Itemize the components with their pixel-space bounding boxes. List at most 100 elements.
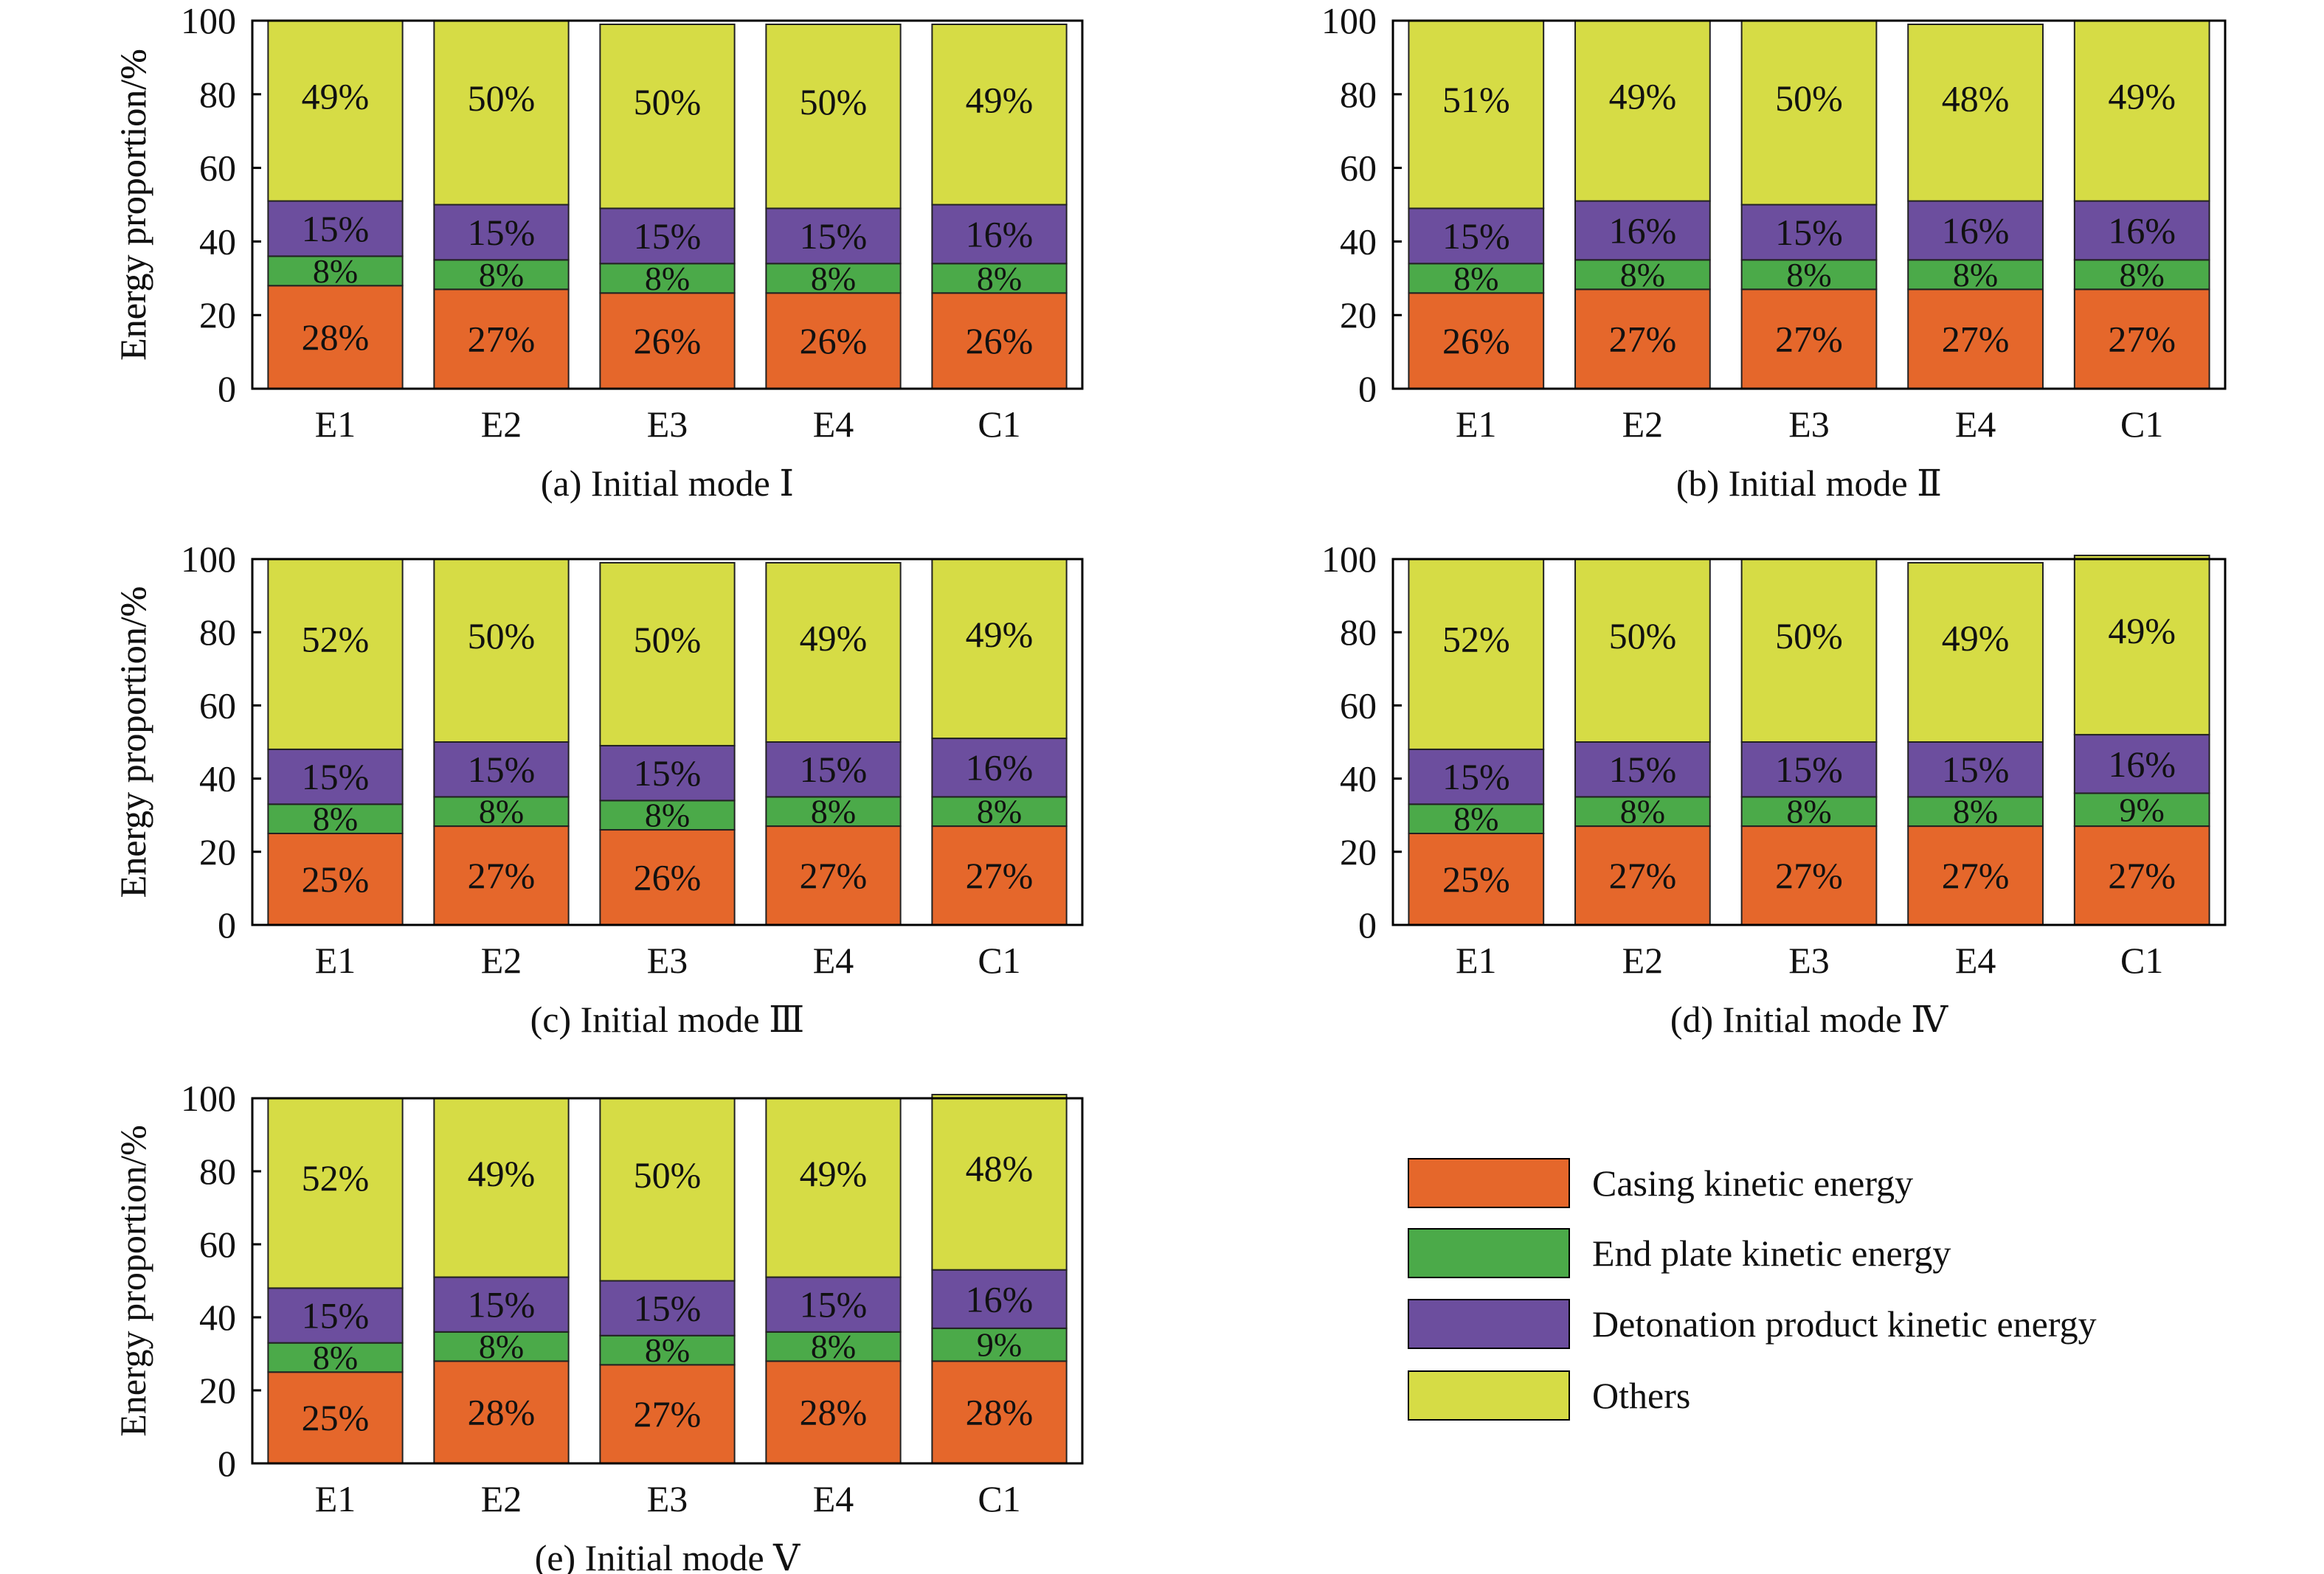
bar-detonation-e4 <box>1907 741 2044 798</box>
legend-swatch-detonation <box>1408 1299 1570 1349</box>
bar-detonation-c1 <box>2073 200 2210 261</box>
bar-others-e3 <box>1740 20 1878 206</box>
data-label-detonation-e3: 15% <box>1775 212 1843 253</box>
data-label-casing-e4: 26% <box>800 320 868 361</box>
data-label-casing-e1: 28% <box>302 316 370 358</box>
chart-panels: 28%8%15%49%E127%8%15%50%E226%8%15%50%E32… <box>112 0 2227 1574</box>
data-label-others-e1: 51% <box>1442 79 1510 120</box>
bar-detonation-e3 <box>1740 741 1878 798</box>
x-tick-label-e1: E1 <box>315 1478 356 1519</box>
data-label-casing-e3: 26% <box>634 320 702 361</box>
bar-others-e3 <box>599 23 736 209</box>
y-tick-label-80: 80 <box>1340 611 1377 653</box>
chart-panel-a: 28%8%15%49%E127%8%15%50%E226%8%15%50%E32… <box>112 0 1084 504</box>
data-label-casing-e4: 27% <box>1942 319 2010 360</box>
data-label-others-c1: 48% <box>966 1148 1034 1189</box>
bar-casing-e1 <box>267 285 404 389</box>
bar-casing-e4 <box>765 292 902 390</box>
data-label-end-plate-c1: 8% <box>977 260 1022 297</box>
bar-others-e2 <box>433 20 570 206</box>
bar-others-c1 <box>2073 20 2210 202</box>
y-tick-label-40: 40 <box>1340 758 1377 800</box>
data-label-others-e1: 52% <box>302 618 370 659</box>
bar-casing-e3 <box>1740 825 1878 926</box>
bar-end-plate-e3 <box>1740 259 1878 291</box>
data-label-end-plate-e1: 8% <box>313 252 358 290</box>
x-tick-label-e4: E4 <box>1955 940 1996 981</box>
bar-casing-e1 <box>1408 292 1545 390</box>
x-tick-label-e4: E4 <box>813 1478 854 1519</box>
data-label-detonation-c1: 16% <box>2108 743 2176 785</box>
x-tick-label-e2: E2 <box>1622 403 1664 445</box>
y-tick-label-60: 60 <box>1340 684 1377 726</box>
data-label-detonation-e2: 15% <box>1609 749 1677 790</box>
data-label-others-e1: 49% <box>302 76 370 117</box>
bar-end-plate-e3 <box>599 263 736 294</box>
bar-detonation-e1 <box>1408 748 1545 805</box>
bar-others-e2 <box>433 558 570 743</box>
data-label-end-plate-e3: 8% <box>645 797 690 834</box>
y-tick-label-0: 0 <box>1358 368 1377 409</box>
x-tick-label-e2: E2 <box>481 1478 522 1519</box>
x-tick-label-c1: C1 <box>978 403 1020 445</box>
y-tick-label-60: 60 <box>199 684 236 726</box>
y-axis-label: Energy proportion/% <box>112 49 153 361</box>
bar-casing-c1 <box>931 292 1068 390</box>
data-label-others-e2: 50% <box>468 77 536 119</box>
bar-end-plate-e1 <box>267 1342 404 1373</box>
bar-casing-e4 <box>765 1360 902 1465</box>
data-label-others-e2: 49% <box>1609 76 1677 117</box>
bar-others-e1 <box>267 20 404 202</box>
data-label-detonation-e4: 15% <box>800 749 868 790</box>
bar-others-c1 <box>931 558 1068 740</box>
chart-panel-d: 25%8%15%52%E127%8%15%50%E227%8%15%50%E32… <box>112 538 2227 1040</box>
legend-label-others: Others <box>1592 1375 1690 1416</box>
data-label-casing-c1: 27% <box>2108 319 2176 360</box>
data-label-others-c1: 49% <box>2108 76 2176 117</box>
y-axis-label: Energy proportion/% <box>112 49 153 361</box>
y-axis-label: Energy proportion/% <box>112 1125 153 1437</box>
data-label-casing-e3: 27% <box>1775 319 1843 360</box>
bar-end-plate-e2 <box>1574 259 1711 291</box>
x-tick-label-e4: E4 <box>813 403 854 445</box>
data-label-end-plate-e2: 8% <box>479 256 524 294</box>
y-tick-label-40: 40 <box>199 1297 236 1338</box>
bar-end-plate-e1 <box>1408 263 1545 294</box>
chart-panel-c: 25%8%15%52%E127%8%15%50%E226%8%15%50%E32… <box>112 538 1084 1040</box>
data-label-casing-e3: 26% <box>634 857 702 898</box>
data-label-casing-e2: 27% <box>1609 319 1677 360</box>
bar-casing-e2 <box>1574 288 1711 389</box>
chart-panel-e: 25%8%15%52%E128%8%15%49%E227%8%15%50%E32… <box>112 1078 1084 1574</box>
legend-swatch-end-plate <box>1408 1228 1570 1278</box>
bar-others-e3 <box>599 561 736 746</box>
bar-detonation-e3 <box>599 1280 736 1336</box>
bar-detonation-e3 <box>599 744 736 802</box>
data-label-others-c1: 49% <box>2108 610 2176 651</box>
bar-detonation-e1 <box>267 200 404 257</box>
bar-casing-e3 <box>1740 288 1878 389</box>
y-tick-label-0: 0 <box>218 904 236 946</box>
data-label-casing-e4: 27% <box>1942 855 2010 896</box>
bar-others-e1 <box>1408 558 1545 750</box>
bar-end-plate-c1 <box>2073 792 2210 828</box>
y-tick-label-0: 0 <box>1358 904 1377 946</box>
y-tick-label-100: 100 <box>181 0 236 41</box>
data-label-others-e4: 49% <box>800 617 868 659</box>
y-tick-label-0: 0 <box>218 1443 236 1484</box>
plot-frame <box>1391 19 2227 390</box>
bar-detonation-e1 <box>267 1287 404 1344</box>
data-label-detonation-e3: 15% <box>634 752 702 794</box>
bar-casing-e2 <box>1574 825 1711 926</box>
bar-casing-e4 <box>1907 288 2044 389</box>
data-label-end-plate-c1: 9% <box>977 1326 1022 1364</box>
data-label-casing-e4: 28% <box>800 1392 868 1433</box>
data-label-end-plate-e3: 8% <box>645 260 690 297</box>
bar-end-plate-e1 <box>267 803 404 834</box>
bar-detonation-e3 <box>599 207 736 265</box>
legend-label-end-plate: End plate kinetic energy <box>1592 1232 1951 1274</box>
bar-others-e3 <box>1740 558 1878 743</box>
x-tick-label-e1: E1 <box>315 940 356 981</box>
y-tick-label-60: 60 <box>1340 148 1377 189</box>
x-tick-label-c1: C1 <box>978 940 1020 981</box>
data-label-others-e3: 50% <box>634 1154 702 1196</box>
